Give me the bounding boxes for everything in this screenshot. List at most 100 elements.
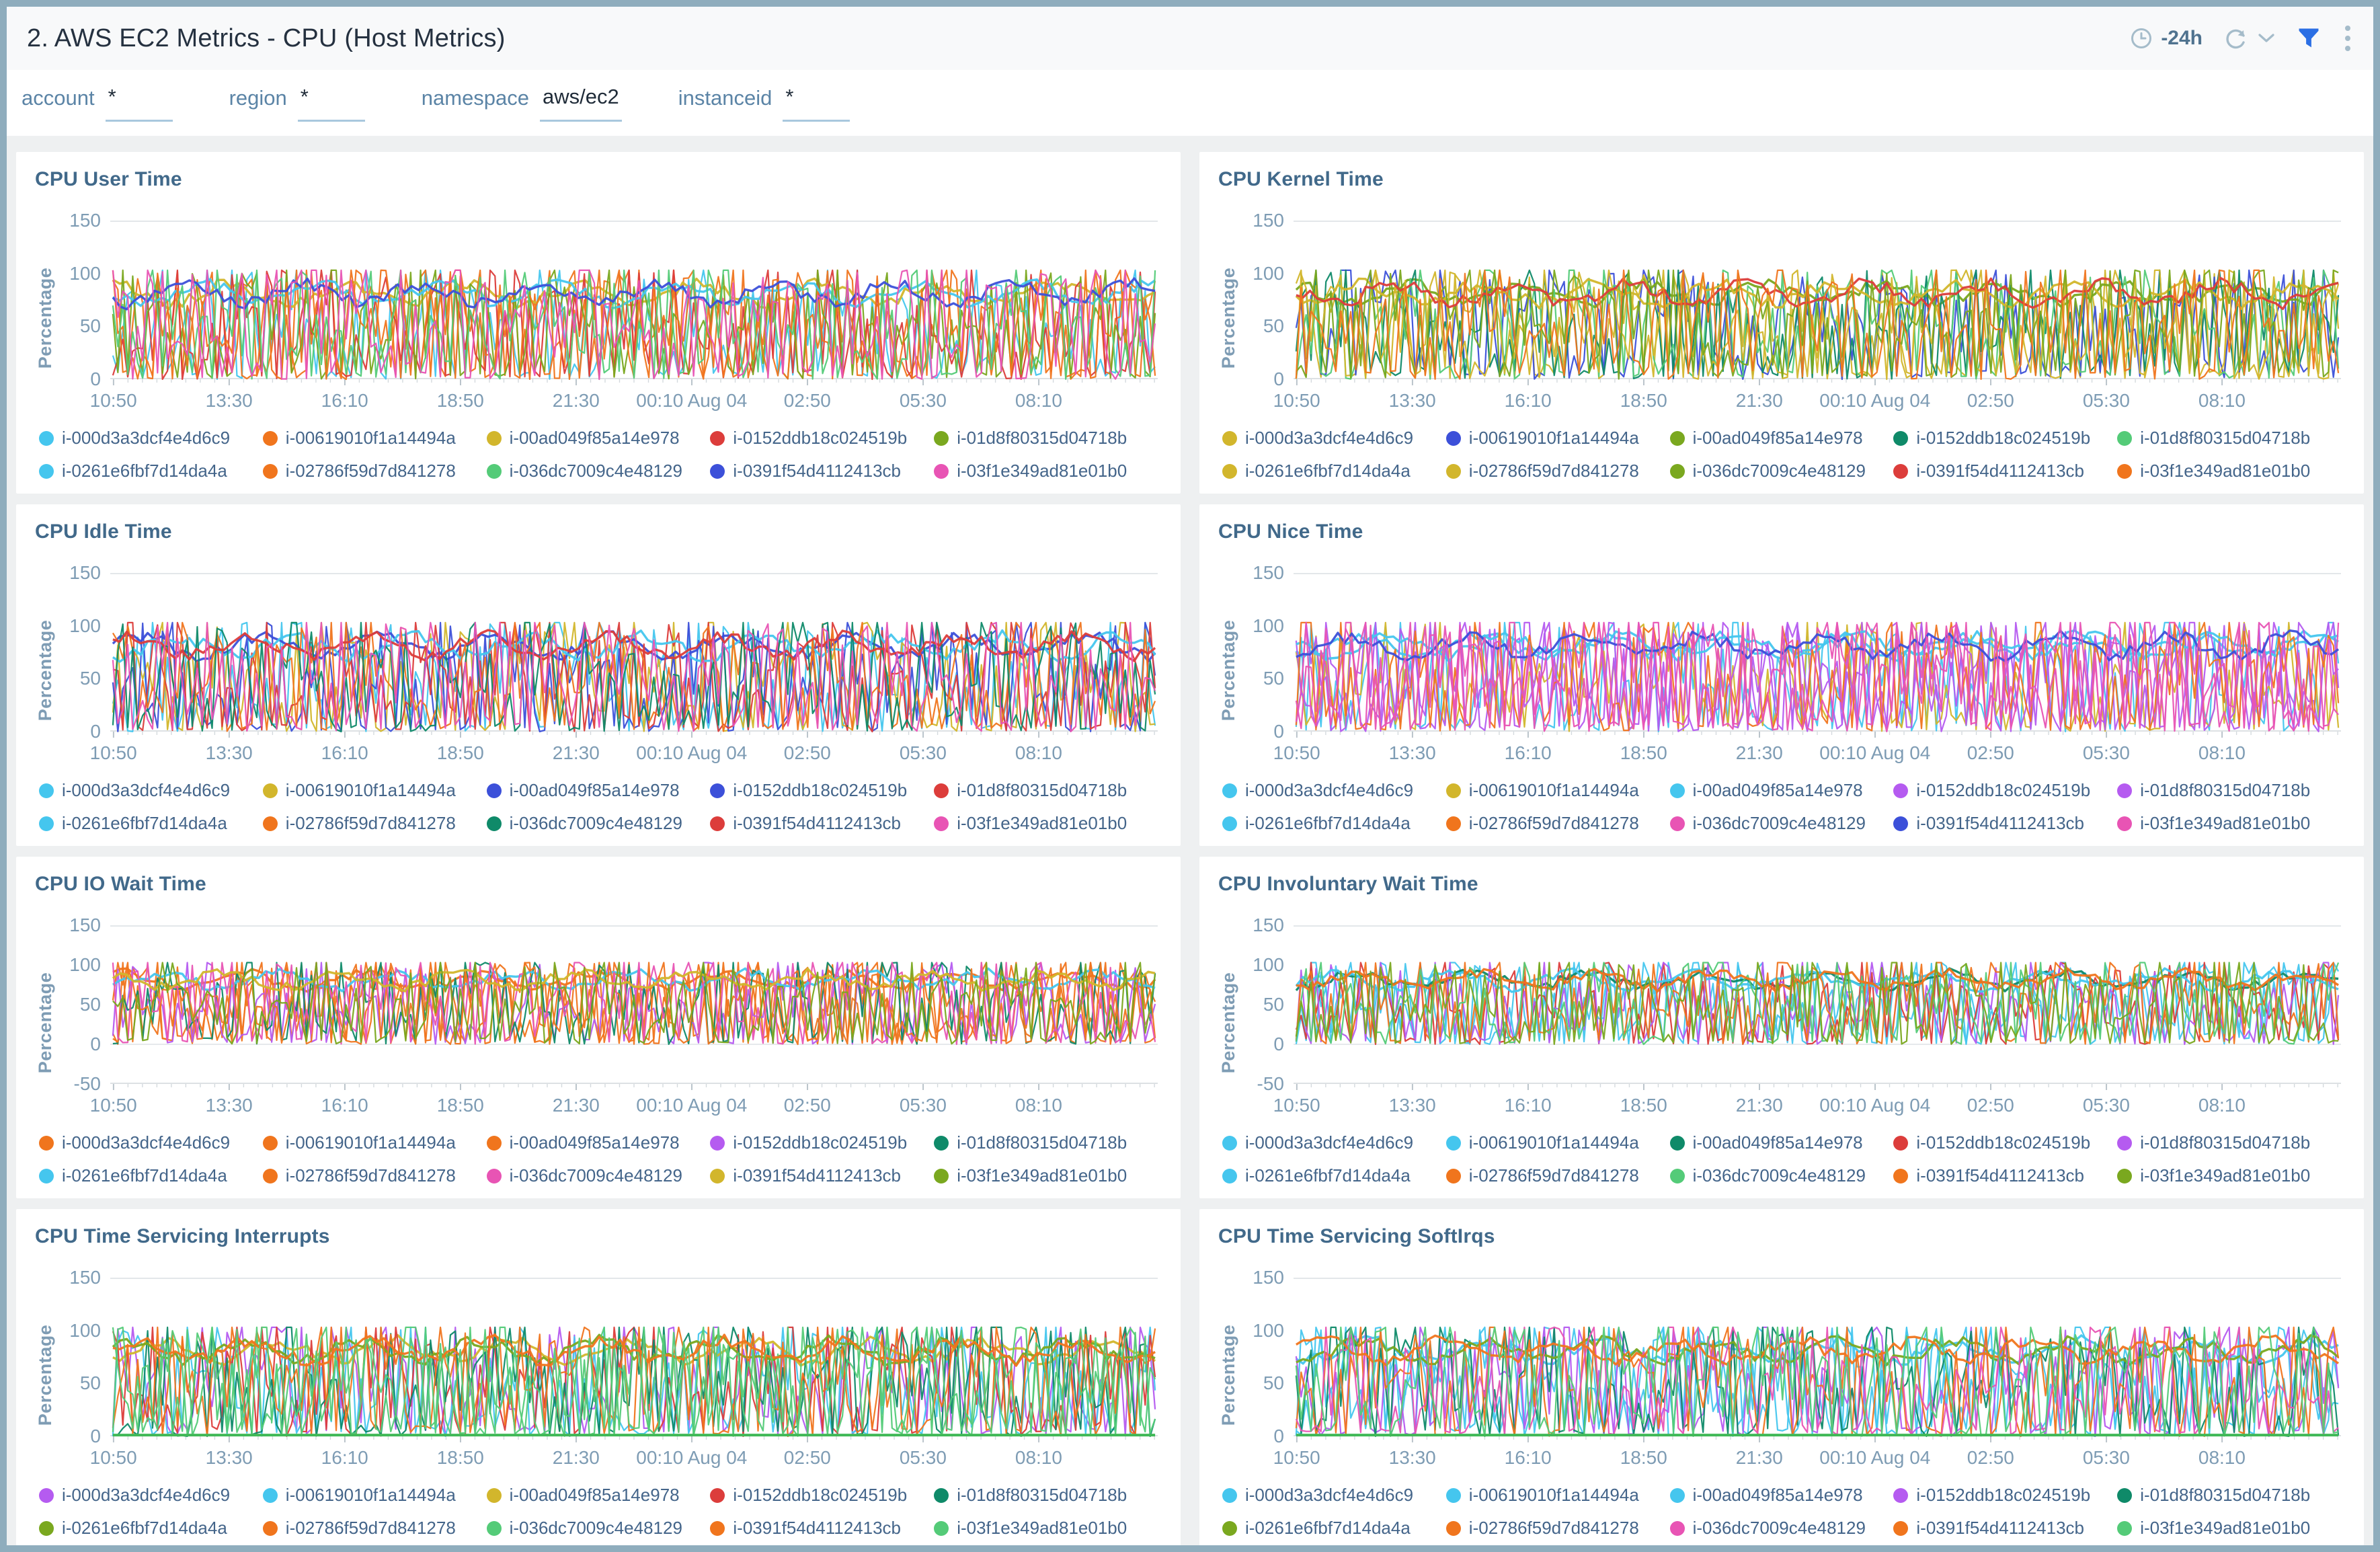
legend-item[interactable]: i-0261e6fbf7d14da4a bbox=[39, 813, 263, 834]
legend-item[interactable]: i-00ad049f85a14e978 bbox=[486, 780, 711, 801]
legend-item[interactable]: i-000d3a3dcf4e4d6c9 bbox=[1222, 1485, 1446, 1506]
legend-item[interactable]: i-0391f54d4112413cb bbox=[1893, 1518, 2117, 1539]
legend-item[interactable]: i-03f1e349ad81e01b0 bbox=[934, 461, 1158, 481]
filter-instanceid-input[interactable]: * bbox=[783, 85, 850, 122]
legend-item[interactable]: i-01d8f80315d04718b bbox=[2117, 1485, 2341, 1506]
legend-item[interactable]: i-01d8f80315d04718b bbox=[2117, 780, 2341, 801]
legend-item[interactable]: i-0391f54d4112413cb bbox=[710, 1165, 934, 1186]
legend-item[interactable]: i-000d3a3dcf4e4d6c9 bbox=[39, 780, 263, 801]
y-tick-label: 150 bbox=[1253, 915, 1284, 935]
legend-item[interactable]: i-0391f54d4112413cb bbox=[1893, 1165, 2117, 1186]
legend-item[interactable]: i-0152ddb18c024519b bbox=[710, 1485, 934, 1506]
chart-plot[interactable] bbox=[1294, 1278, 2341, 1443]
legend-item[interactable]: i-0261e6fbf7d14da4a bbox=[39, 461, 263, 481]
chart-plot[interactable] bbox=[1294, 221, 2341, 386]
legend-item[interactable]: i-03f1e349ad81e01b0 bbox=[934, 813, 1158, 834]
legend-item[interactable]: i-0261e6fbf7d14da4a bbox=[39, 1518, 263, 1539]
legend-item[interactable]: i-000d3a3dcf4e4d6c9 bbox=[1222, 1132, 1446, 1153]
legend-item[interactable]: i-036dc7009c4e48129 bbox=[1669, 813, 1894, 834]
legend-item[interactable]: i-00ad049f85a14e978 bbox=[486, 1132, 711, 1153]
legend-item[interactable]: i-000d3a3dcf4e4d6c9 bbox=[39, 1132, 263, 1153]
filter-icon[interactable] bbox=[2295, 25, 2322, 52]
legend-item[interactable]: i-0261e6fbf7d14da4a bbox=[1222, 461, 1446, 481]
chart-plot[interactable] bbox=[110, 1278, 1158, 1443]
legend-item[interactable]: i-03f1e349ad81e01b0 bbox=[2117, 461, 2341, 481]
legend-item[interactable]: i-02786f59d7d841278 bbox=[262, 813, 487, 834]
legend-item[interactable]: i-00619010f1a14494a bbox=[262, 1485, 487, 1506]
legend-item[interactable]: i-0261e6fbf7d14da4a bbox=[1222, 1518, 1446, 1539]
legend-item[interactable]: i-03f1e349ad81e01b0 bbox=[934, 1165, 1158, 1186]
chart-plot[interactable] bbox=[1294, 573, 2341, 738]
legend-item[interactable]: i-01d8f80315d04718b bbox=[934, 780, 1158, 801]
legend-item[interactable]: i-0391f54d4112413cb bbox=[1893, 813, 2117, 834]
legend-item[interactable]: i-0261e6fbf7d14da4a bbox=[1222, 1165, 1446, 1186]
legend-item[interactable]: i-036dc7009c4e48129 bbox=[486, 1165, 711, 1186]
legend-item[interactable]: i-03f1e349ad81e01b0 bbox=[934, 1518, 1158, 1539]
legend-item[interactable]: i-03f1e349ad81e01b0 bbox=[2117, 813, 2341, 834]
legend-item[interactable]: i-01d8f80315d04718b bbox=[934, 428, 1158, 449]
time-range-control[interactable]: -24h bbox=[2130, 27, 2203, 50]
legend-item[interactable]: i-036dc7009c4e48129 bbox=[1669, 461, 1894, 481]
filter-account-input[interactable]: * bbox=[105, 85, 173, 122]
legend-item[interactable]: i-000d3a3dcf4e4d6c9 bbox=[1222, 780, 1446, 801]
legend-item[interactable]: i-0391f54d4112413cb bbox=[710, 1518, 934, 1539]
chart-plot[interactable] bbox=[1294, 925, 2341, 1091]
legend-item[interactable]: i-00619010f1a14494a bbox=[262, 780, 487, 801]
x-tick-label: 10:50 bbox=[89, 390, 137, 411]
legend-item[interactable]: i-00619010f1a14494a bbox=[262, 1132, 487, 1153]
legend-item[interactable]: i-03f1e349ad81e01b0 bbox=[2117, 1518, 2341, 1539]
legend-item[interactable]: i-036dc7009c4e48129 bbox=[486, 813, 711, 834]
legend-item[interactable]: i-036dc7009c4e48129 bbox=[486, 1518, 711, 1539]
series-color-dot bbox=[710, 1520, 725, 1536]
chart-plot[interactable] bbox=[110, 573, 1158, 738]
chart-plot[interactable] bbox=[110, 221, 1158, 386]
filter-region-input[interactable]: * bbox=[297, 85, 365, 122]
kebab-menu-icon[interactable] bbox=[2342, 23, 2353, 54]
refresh-control[interactable] bbox=[2223, 26, 2275, 50]
legend-item[interactable]: i-00ad049f85a14e978 bbox=[486, 428, 711, 449]
legend-item[interactable]: i-01d8f80315d04718b bbox=[2117, 428, 2341, 449]
legend-item[interactable]: i-00ad049f85a14e978 bbox=[1669, 1132, 1894, 1153]
legend-item[interactable]: i-00619010f1a14494a bbox=[1445, 780, 1670, 801]
legend-item[interactable]: i-036dc7009c4e48129 bbox=[1669, 1518, 1894, 1539]
legend-item[interactable]: i-00ad049f85a14e978 bbox=[1669, 780, 1894, 801]
legend-item[interactable]: i-01d8f80315d04718b bbox=[934, 1485, 1158, 1506]
legend-item[interactable]: i-0152ddb18c024519b bbox=[710, 428, 934, 449]
legend-item[interactable]: i-00ad049f85a14e978 bbox=[1669, 428, 1894, 449]
chart-plot[interactable] bbox=[110, 925, 1158, 1091]
legend-item[interactable]: i-00ad049f85a14e978 bbox=[486, 1485, 711, 1506]
legend-item[interactable]: i-036dc7009c4e48129 bbox=[1669, 1165, 1894, 1186]
legend-item[interactable]: i-0261e6fbf7d14da4a bbox=[1222, 813, 1446, 834]
legend-item[interactable]: i-00ad049f85a14e978 bbox=[1669, 1485, 1894, 1506]
legend-item[interactable]: i-0261e6fbf7d14da4a bbox=[39, 1165, 263, 1186]
legend-item[interactable]: i-00619010f1a14494a bbox=[1445, 1485, 1670, 1506]
legend-item[interactable]: i-00619010f1a14494a bbox=[1445, 1132, 1670, 1153]
legend-item[interactable]: i-02786f59d7d841278 bbox=[1445, 461, 1670, 481]
legend-item[interactable]: i-000d3a3dcf4e4d6c9 bbox=[39, 1485, 263, 1506]
legend-item[interactable]: i-000d3a3dcf4e4d6c9 bbox=[1222, 428, 1446, 449]
legend-item[interactable]: i-0152ddb18c024519b bbox=[1893, 1132, 2117, 1153]
legend-item[interactable]: i-02786f59d7d841278 bbox=[262, 1518, 487, 1539]
legend-item[interactable]: i-0152ddb18c024519b bbox=[710, 1132, 934, 1153]
filter-namespace-input[interactable]: aws/ec2 bbox=[540, 85, 622, 122]
legend-item[interactable]: i-0152ddb18c024519b bbox=[1893, 428, 2117, 449]
legend-item[interactable]: i-036dc7009c4e48129 bbox=[486, 461, 711, 481]
legend-item[interactable]: i-02786f59d7d841278 bbox=[1445, 813, 1670, 834]
legend-item[interactable]: i-0152ddb18c024519b bbox=[710, 780, 934, 801]
legend-item[interactable]: i-00619010f1a14494a bbox=[1445, 428, 1670, 449]
legend-item[interactable]: i-00619010f1a14494a bbox=[262, 428, 487, 449]
legend-item[interactable]: i-0152ddb18c024519b bbox=[1893, 780, 2117, 801]
legend-item[interactable]: i-000d3a3dcf4e4d6c9 bbox=[39, 428, 263, 449]
legend-item[interactable]: i-02786f59d7d841278 bbox=[262, 461, 487, 481]
legend-item[interactable]: i-02786f59d7d841278 bbox=[1445, 1518, 1670, 1539]
series-name: i-01d8f80315d04718b bbox=[2140, 780, 2311, 800]
legend-item[interactable]: i-0152ddb18c024519b bbox=[1893, 1485, 2117, 1506]
legend-item[interactable]: i-02786f59d7d841278 bbox=[262, 1165, 487, 1186]
legend-item[interactable]: i-03f1e349ad81e01b0 bbox=[2117, 1165, 2341, 1186]
legend-item[interactable]: i-0391f54d4112413cb bbox=[1893, 461, 2117, 481]
legend-item[interactable]: i-01d8f80315d04718b bbox=[934, 1132, 1158, 1153]
legend-item[interactable]: i-0391f54d4112413cb bbox=[710, 461, 934, 481]
legend-item[interactable]: i-02786f59d7d841278 bbox=[1445, 1165, 1670, 1186]
legend-item[interactable]: i-0391f54d4112413cb bbox=[710, 813, 934, 834]
legend-item[interactable]: i-01d8f80315d04718b bbox=[2117, 1132, 2341, 1153]
